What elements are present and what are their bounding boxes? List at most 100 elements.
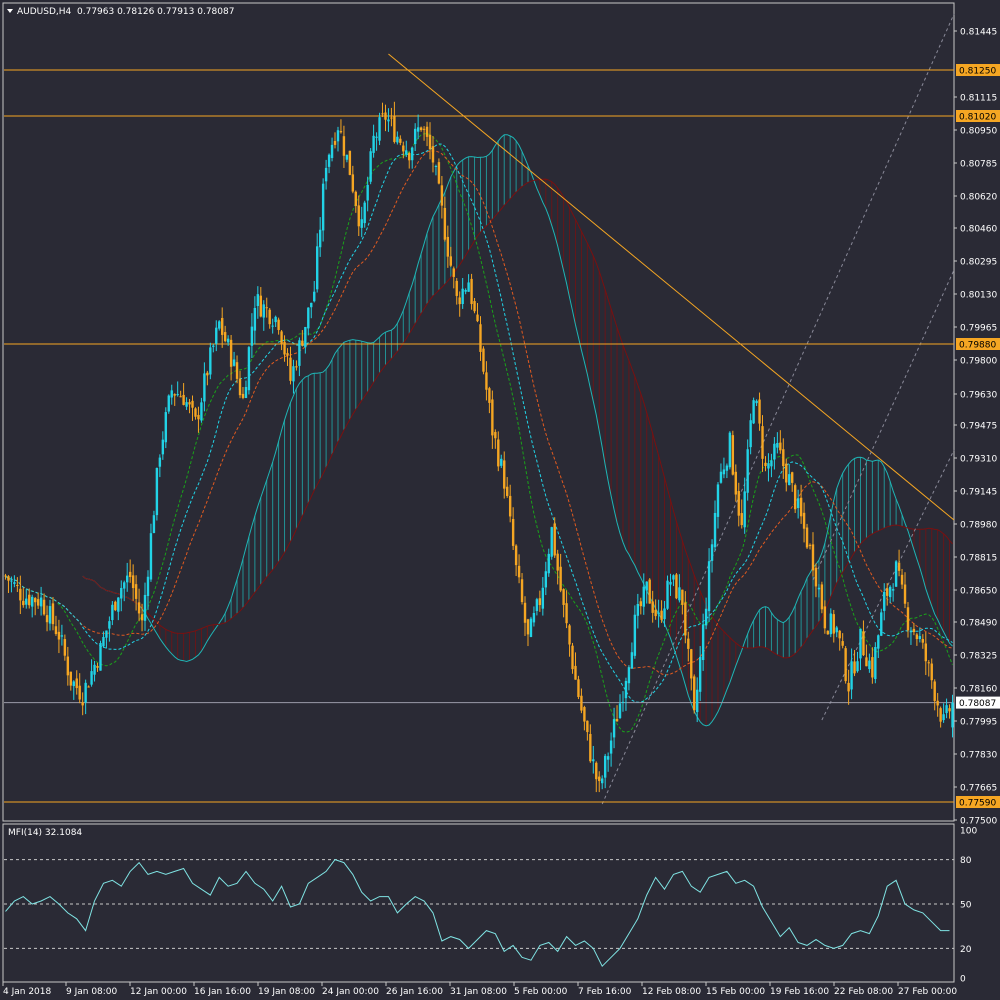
price-tick-label: 0.78815 xyxy=(960,554,997,564)
candle-body xyxy=(146,576,150,596)
candle-body xyxy=(4,575,7,577)
main-panel-frame xyxy=(2,2,955,822)
candle-body xyxy=(767,463,770,469)
candle-body xyxy=(167,395,170,412)
candle-body xyxy=(636,604,640,616)
candle-body xyxy=(918,636,922,640)
candle-body xyxy=(117,597,120,612)
candle-body xyxy=(16,584,19,586)
price-tick-label: 0.80130 xyxy=(960,291,997,301)
candle-body xyxy=(791,472,794,483)
candle-body xyxy=(793,485,797,510)
candle-body xyxy=(693,676,696,711)
candle-body xyxy=(277,319,280,331)
indicator-lines xyxy=(5,13,955,805)
candle-body xyxy=(571,645,574,670)
candle-body xyxy=(203,373,206,402)
candle-body xyxy=(206,372,209,376)
candle-body xyxy=(716,484,720,517)
symbol-label: AUDUSD,H4 xyxy=(17,7,72,17)
candle-body xyxy=(176,394,179,396)
candle-body xyxy=(633,614,637,656)
candle-body xyxy=(891,589,895,591)
candle-body xyxy=(39,597,43,607)
candle-body xyxy=(618,703,622,719)
price-tick-label: 0.79475 xyxy=(960,422,997,432)
candle-body xyxy=(164,412,167,443)
candle-body xyxy=(470,278,473,305)
candle-body xyxy=(443,207,447,240)
candle-body xyxy=(951,702,954,728)
candle-body xyxy=(232,359,236,366)
candle-body xyxy=(313,291,316,302)
candle-body xyxy=(126,575,129,583)
candle-body xyxy=(333,141,337,145)
candle-body xyxy=(360,219,363,228)
candle-body xyxy=(256,294,260,306)
candle-body xyxy=(808,544,812,546)
candle-body xyxy=(583,707,586,722)
candle-body xyxy=(128,571,132,577)
level-tag-label: 0.79880 xyxy=(959,341,996,351)
candle-body xyxy=(529,618,533,637)
candle-body xyxy=(105,630,108,638)
candle-body xyxy=(503,460,506,489)
candle-body xyxy=(868,660,871,670)
candle-body xyxy=(903,584,907,604)
candle-body xyxy=(473,301,476,312)
time-tick-label: 15 Feb 00:00 xyxy=(706,987,765,997)
level-tag-label: 0.81250 xyxy=(959,67,996,77)
ma-fast-line xyxy=(5,133,953,733)
candle-body xyxy=(936,700,939,706)
candle-body xyxy=(559,566,562,591)
candle-body xyxy=(396,136,399,143)
time-tick-label: 26 Jan 16:00 xyxy=(386,987,443,997)
candle-body xyxy=(149,533,153,580)
candle-body xyxy=(75,678,78,689)
candle-body xyxy=(728,432,732,468)
candle-body xyxy=(574,665,577,680)
time-tick-label: 16 Jan 16:00 xyxy=(194,987,251,997)
candle-body xyxy=(268,309,271,325)
candle-body xyxy=(612,719,616,738)
candle-body xyxy=(425,126,429,137)
candle-body xyxy=(832,614,835,634)
candle-body xyxy=(200,402,203,421)
candle-body xyxy=(437,162,441,184)
candle-body xyxy=(274,316,277,323)
candle-body xyxy=(179,396,182,398)
candle-body xyxy=(286,353,289,356)
candle-body xyxy=(289,357,292,381)
candle-body xyxy=(247,347,251,391)
candle-body xyxy=(520,579,524,603)
time-axis: 4 Jan 2018 9 Jan 08:00 12 Jan 00:00 16 Jan … xyxy=(2,982,957,997)
price-tick-label: 0.79145 xyxy=(960,488,997,498)
candle-body xyxy=(609,740,613,754)
chart-menu-arrow-icon[interactable] xyxy=(7,9,13,13)
candle-body xyxy=(880,612,883,636)
candle-body xyxy=(191,400,194,408)
price-tick-label: 0.78490 xyxy=(960,619,997,629)
candle-body xyxy=(13,582,16,584)
candle-body xyxy=(523,602,527,623)
candle-body xyxy=(788,474,791,486)
candle-body xyxy=(942,714,945,721)
candle-body xyxy=(589,733,592,762)
candle-body xyxy=(108,621,111,629)
candle-body xyxy=(707,561,711,612)
candle-body xyxy=(25,598,28,605)
candle-body xyxy=(595,762,598,780)
candle-body xyxy=(642,586,645,607)
candle-body xyxy=(292,366,295,382)
candle-body xyxy=(506,486,509,496)
candle-body xyxy=(375,136,378,138)
candle-body xyxy=(541,587,545,609)
candle-body xyxy=(722,469,726,475)
candle-body xyxy=(782,449,785,467)
candle-body xyxy=(580,695,583,711)
channel-line-middle xyxy=(812,269,955,581)
price-tick-label: 0.80295 xyxy=(960,258,997,268)
candle-body xyxy=(713,512,717,548)
time-tick-label: 4 Jan 2018 xyxy=(3,987,51,997)
